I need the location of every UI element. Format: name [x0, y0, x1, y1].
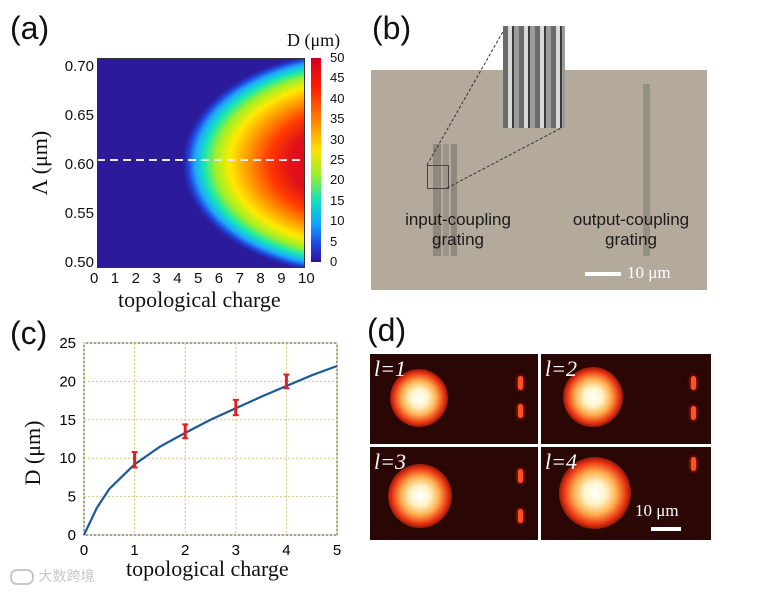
- heatmap-x-tick-1: 1: [110, 270, 120, 287]
- beam-scale-bar: [651, 527, 681, 531]
- y-tick-label: 25: [59, 335, 76, 352]
- colorbar-tick-8: 10: [330, 213, 345, 229]
- colorbar-tick-6: 20: [330, 172, 345, 188]
- heatmap-x-tick-0: 0: [90, 270, 99, 287]
- heatmap-x-tick-9: 9: [277, 270, 286, 287]
- colorbar-tick-7: 15: [330, 192, 345, 208]
- colorbar-tick-1: 45: [330, 70, 345, 86]
- x-tick-label: 5: [333, 542, 341, 559]
- heatmap-x-tick-6: 6: [214, 270, 224, 287]
- beam-scale-text: 10 μm: [635, 501, 679, 520]
- panel-d-label: (d): [367, 312, 407, 348]
- heatmap-x-tick-2: 2: [131, 270, 140, 287]
- frame-label-1: l=1: [374, 356, 406, 381]
- sem-zoom-inset: [503, 26, 565, 128]
- heatmap-x-tick-8: 8: [256, 270, 265, 287]
- colorbar-tick-2: 40: [330, 90, 345, 106]
- colorbar-tick-3: 35: [330, 111, 345, 127]
- x-tick-label: 0: [80, 542, 88, 559]
- beam-frame-2: l=2: [541, 354, 711, 444]
- heatmap-x-tick-3: 3: [152, 270, 161, 287]
- heatmap-y-tick-0: 0.70: [64, 58, 94, 75]
- beam-frame-3: l=3: [370, 447, 538, 540]
- beam-spot: [390, 369, 448, 427]
- heatmap-y-tick-2: 0.60: [64, 156, 94, 173]
- input-grating-stripe: [433, 144, 441, 256]
- plot-frame: [83, 342, 338, 536]
- input-grating-label-2: grating: [432, 230, 484, 249]
- heatmap-y-tick-3: 0.55: [64, 205, 94, 222]
- panel-c-label: (c): [10, 315, 48, 351]
- sem-scale-bar: [585, 272, 621, 276]
- heatmap-y-tick-1: 0.65: [64, 107, 94, 124]
- panel-a-label: (a): [10, 10, 50, 46]
- panel-b-label: (b): [372, 10, 412, 46]
- beam-frame-1: l=1: [370, 354, 538, 444]
- frame-label-3: l=3: [374, 449, 406, 474]
- frame-label-2: l=2: [545, 356, 577, 381]
- sem-scale-text: 10 μm: [627, 263, 671, 282]
- y-tick-label: 15: [59, 412, 76, 429]
- chart-x-title: topological charge: [126, 556, 289, 581]
- x-tick-label: 1: [130, 542, 138, 559]
- colorbar-tick-10: 0: [330, 254, 338, 269]
- output-grating-stripe: [643, 84, 650, 256]
- zoom-box: [427, 165, 449, 189]
- heatmap-y-tick-4: 0.50: [64, 254, 94, 271]
- line-chart: 0 1 2 3 4 5 0 5 10 15 20 25: [59, 335, 341, 559]
- frame-label-4: l=4: [545, 449, 577, 474]
- heatmap-x-tick-4: 4: [173, 270, 182, 287]
- theory-line: [83, 364, 338, 536]
- colorbar-tick-9: 5: [330, 233, 338, 249]
- heatmap-x-title: topological charge: [118, 287, 281, 312]
- heatmap-x-ticks: 0 1 2 3 4 5 6 7 8 9 10: [90, 270, 320, 290]
- watermark: 大数跨境: [10, 566, 94, 586]
- output-grating-label-2: grating: [605, 230, 657, 249]
- heatmap-overlay: [97, 58, 305, 268]
- y-tick-label: 10: [59, 450, 76, 467]
- y-tick-label: 5: [68, 489, 76, 506]
- output-grating-label: output-coupling: [572, 210, 690, 229]
- colorbar: [311, 58, 321, 262]
- watermark-logo-icon: [10, 569, 34, 585]
- colorbar-tick-4: 30: [330, 131, 345, 147]
- heatmap-x-tick-5: 5: [194, 270, 203, 287]
- colorbar-ticks: 50 45 40 35 30 25 20 15 10 5 0: [330, 50, 370, 270]
- chart-y-title: D (μm): [20, 420, 45, 486]
- colorbar-tick-0: 50: [330, 50, 345, 65]
- heatmap-y-ticks: 0.70 0.65 0.60 0.55 0.50: [40, 58, 94, 271]
- heatmap-x-tick-10: 10: [298, 270, 315, 287]
- x-tick-label: 4: [282, 542, 290, 559]
- heatmap-x-tick-7: 7: [235, 270, 244, 287]
- heatmap-plot: [97, 58, 305, 268]
- x-tick-label: 3: [232, 542, 240, 559]
- heatmap-y-title: Λ (μm): [27, 130, 52, 196]
- colorbar-tick-5: 25: [330, 152, 345, 167]
- beam-frame-4: l=4 10 μm: [541, 447, 711, 540]
- y-tick-label: 20: [59, 373, 76, 390]
- colorbar-title: D (μm): [287, 30, 341, 50]
- x-tick-label: 2: [181, 542, 189, 559]
- y-tick-label: 0: [68, 527, 76, 544]
- input-grating-label: input-coupling: [405, 210, 511, 229]
